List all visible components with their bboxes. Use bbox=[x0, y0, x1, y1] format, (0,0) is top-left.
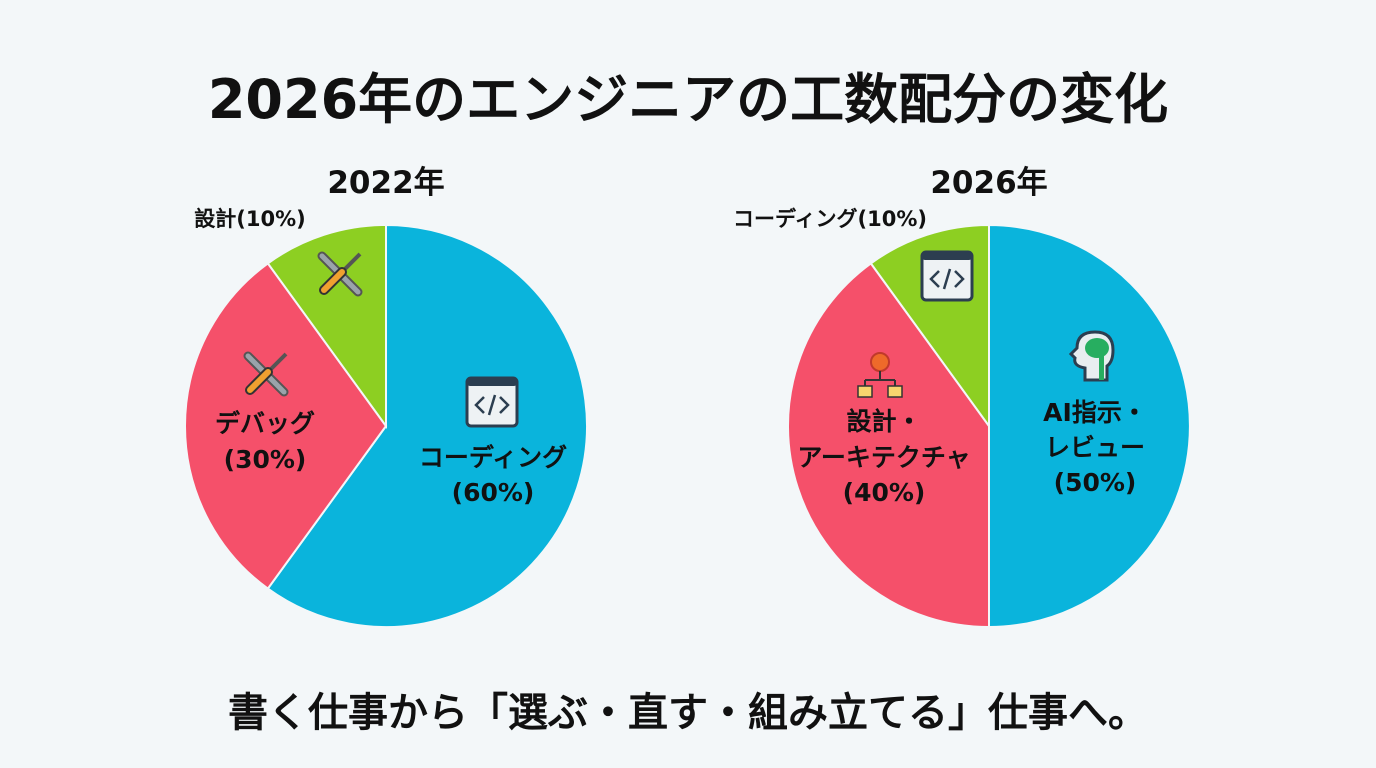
slice-pct-debug: (30%) bbox=[224, 445, 307, 474]
slice-pct-arch: (40%) bbox=[843, 478, 926, 507]
pie-slice-1 bbox=[184, 261, 388, 591]
slice-pct-coding: (60%) bbox=[452, 478, 535, 507]
slice-label-debug: デバッグ bbox=[215, 409, 315, 438]
slice-label-arch-line1: 設計・ bbox=[846, 407, 921, 436]
pie-slice-0 bbox=[266, 223, 588, 628]
slice-label-ai-line2: レビュー bbox=[1045, 433, 1145, 462]
pie-title-2022: 2022年 bbox=[327, 165, 444, 201]
pie-slice-1 bbox=[787, 261, 990, 629]
slice-label-design: 設計(10%) bbox=[194, 207, 305, 231]
code-window-icon bbox=[920, 250, 974, 302]
pie-slice-2 bbox=[266, 223, 387, 430]
hierarchy-diagram-icon bbox=[857, 352, 903, 398]
slice-label-coding: コーディング bbox=[419, 443, 567, 472]
code-window-icon bbox=[465, 376, 519, 428]
ai-brain-head-icon bbox=[1068, 330, 1115, 382]
pie-title-2026: 2026年 bbox=[930, 165, 1047, 201]
pie-chart-2026: 2026年 AI指示・ レビュー (50%) 設計・ アーキテクチャ (40%)… bbox=[733, 165, 1191, 629]
pie-slices-2022 bbox=[184, 223, 588, 628]
slice-pct-ai: (50%) bbox=[1054, 468, 1137, 497]
pie-slice-0 bbox=[988, 223, 1191, 629]
main-title: 2026年のエンジニアの工数配分の変化 bbox=[208, 68, 1168, 131]
pie-chart-2022: 2022年 コーディング (60%) デバッグ (30%) 設計(10%) bbox=[184, 165, 588, 628]
slice-label-ai-line1: AI指示・ bbox=[1043, 398, 1147, 427]
slice-label-coding-2026: コーディング(10%) bbox=[733, 207, 927, 231]
slice-label-arch-line2: アーキテクチャ bbox=[797, 443, 970, 472]
footer-caption: 書く仕事から「選ぶ・直す・組み立てる」仕事へ。 bbox=[228, 690, 1148, 736]
